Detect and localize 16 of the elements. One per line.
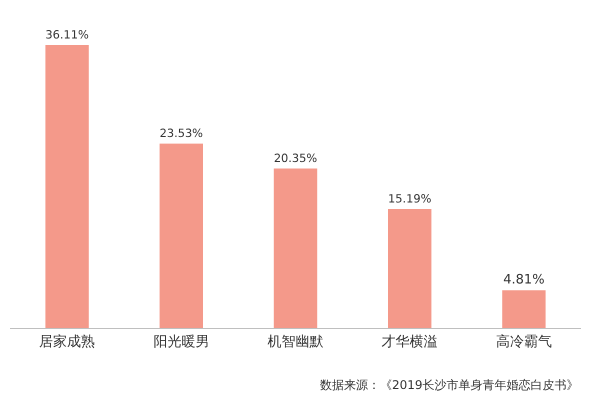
bar (160, 144, 203, 328)
bar (45, 45, 89, 328)
bar (388, 208, 432, 328)
data-label: 4.81% (503, 272, 545, 288)
data-label: 23.53% (160, 126, 204, 140)
data-label: 36.11% (45, 28, 89, 42)
x-tick-label: 机智幽默 (268, 334, 324, 350)
x-tick-label: 阳光暖男 (153, 334, 210, 350)
x-tick-label: 高冷霸气 (496, 334, 552, 350)
x-tick-label: 居家成熟 (39, 334, 96, 350)
bar (274, 168, 318, 328)
source-note: 数据来源：《2019长沙市单身青年婚恋白皮书》 (320, 378, 579, 392)
data-label: 20.35% (274, 151, 318, 166)
bar (502, 290, 546, 328)
x-tick-label: 才华横溢 (382, 334, 438, 350)
data-label: 15.19% (388, 191, 432, 206)
